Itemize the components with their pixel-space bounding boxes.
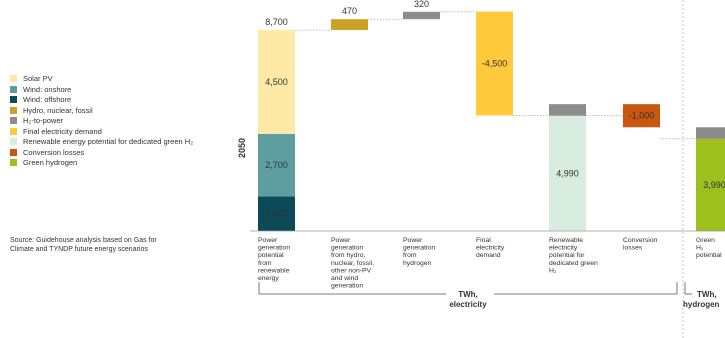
- unit-label: TWh,: [458, 290, 478, 299]
- bar-segment: [549, 115, 586, 231]
- unit-label: TWh,: [697, 290, 717, 299]
- legend: Solar PV Wind: onshore Wind: offshore Hydro…: [10, 74, 193, 169]
- bar-segment: [403, 11, 440, 20]
- category-label: from: [403, 252, 417, 259]
- legend-swatch: [10, 148, 17, 156]
- category-label: H₂: [696, 245, 704, 252]
- legend-swatch: [10, 127, 17, 135]
- category-label: other non-PV: [331, 267, 372, 274]
- legend-swatch: [10, 106, 17, 114]
- legend-label: Conversion losses: [23, 147, 85, 157]
- legend-item: Solar PV: [10, 74, 193, 83]
- legend-item: Final electricity demand: [10, 127, 193, 136]
- category-label: energy: [258, 275, 279, 282]
- category-label: hydrogen: [403, 260, 432, 267]
- legend-swatch: [10, 96, 17, 103]
- data-label: -1,000: [629, 111, 655, 121]
- category-label: Green: [696, 237, 715, 244]
- category-label: dedicated green: [549, 260, 598, 267]
- unit-label: electricity: [449, 300, 487, 309]
- legend-swatch: [10, 117, 17, 124]
- data-label: 4,500: [265, 77, 288, 87]
- source-note: Source: Guidehouse analysis based on Gas…: [10, 237, 157, 253]
- legend-label: Renewable energy potential for dedicated…: [23, 137, 194, 146]
- category-label: generation: [331, 283, 363, 290]
- category-label: generation: [331, 245, 363, 252]
- year-label: 2050: [237, 138, 247, 158]
- category-label: Power: [331, 237, 351, 244]
- total-label: 8,700: [265, 17, 288, 27]
- legend-item: Green hydrogen: [10, 158, 193, 167]
- category-label: potential for: [549, 252, 585, 259]
- legend-item: Conversion losses: [10, 148, 193, 157]
- legend-label: Final electricity demand: [23, 126, 102, 136]
- legend-swatch: [10, 159, 17, 166]
- category-label: from hydro,: [331, 252, 365, 259]
- legend-swatch: [10, 85, 17, 93]
- bar-segment: [476, 11, 513, 116]
- bar-segment: [258, 133, 295, 197]
- bar-segment: [549, 104, 586, 116]
- category-label: potential: [258, 252, 284, 259]
- legend-item: H₂-to-power: [10, 116, 193, 125]
- category-label: generation: [403, 245, 435, 252]
- category-label: Conversion: [623, 237, 658, 244]
- data-label: 1,500: [265, 209, 288, 219]
- total-label: 470: [342, 6, 357, 16]
- legend-label: H₂-to-power: [23, 116, 64, 125]
- category-label: and wind: [331, 275, 358, 282]
- data-label: 2,700: [265, 160, 288, 170]
- category-label: Power: [258, 237, 278, 244]
- category-label: demand: [476, 252, 501, 259]
- category-label: generation: [258, 245, 290, 252]
- bar-segment: [258, 30, 295, 134]
- legend-swatch: [10, 138, 17, 145]
- bar-segment: [696, 127, 725, 139]
- category-label: Renewable: [549, 237, 583, 244]
- legend-label: Wind: offshore: [23, 95, 72, 104]
- data-label: -4,500: [482, 59, 508, 69]
- legend-item: Renewable energy potential for dedicated…: [10, 137, 193, 146]
- category-label: renewable: [258, 267, 290, 274]
- category-label: Final: [476, 237, 491, 244]
- legend-label: Solar PV: [23, 74, 53, 83]
- legend-item: Hydro, nuclear, fossil: [10, 106, 193, 115]
- legend-swatch: [10, 75, 17, 82]
- category-label: losses: [623, 245, 643, 252]
- legend-item: Wind: onshore: [10, 85, 193, 94]
- bar-segment: [258, 196, 295, 231]
- category-label: from: [258, 260, 272, 267]
- data-label: 4,990: [556, 168, 579, 178]
- category-label: nuclear, fossil,: [331, 260, 374, 267]
- bar-segment: [331, 19, 368, 31]
- category-label: Power: [403, 237, 423, 244]
- bar-segment: [623, 104, 660, 128]
- bar-segment: [696, 138, 725, 231]
- category-label: H₂: [549, 267, 557, 274]
- category-label: potential: [696, 252, 722, 259]
- unit-label: hydrogen: [683, 300, 720, 309]
- legend-label: Hydro, nuclear, fossil: [23, 105, 93, 115]
- legend-label: Wind: onshore: [23, 84, 72, 94]
- data-label: 3,990: [703, 180, 725, 190]
- legend-label: Green hydrogen: [23, 158, 78, 167]
- legend-item: Wind: offshore: [10, 95, 193, 104]
- category-label: electricity: [549, 245, 578, 252]
- category-label: electricity: [476, 245, 505, 252]
- total-label: 320: [414, 0, 429, 9]
